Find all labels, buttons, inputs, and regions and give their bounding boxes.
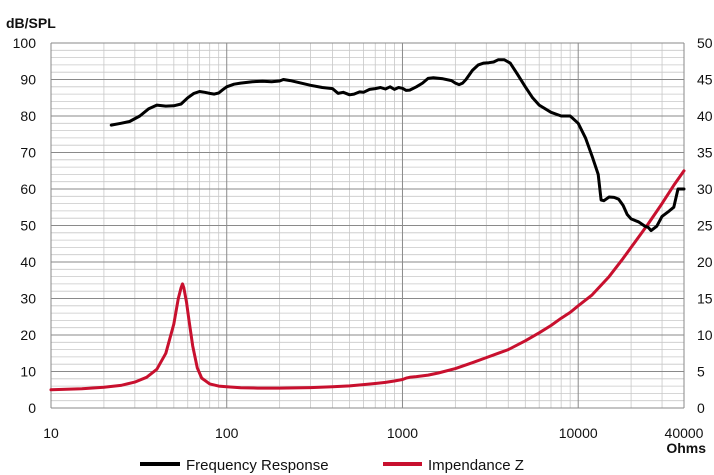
y-left-axis-title: dB/SPL [6, 15, 56, 31]
y-right-tick-label: 15 [697, 291, 713, 307]
y-left-tick-label: 50 [20, 218, 36, 234]
x-tick-labels: 10 100 1000 10000 40000 [43, 425, 703, 441]
frequency-response-line [109, 58, 686, 233]
y-left-tick-label: 20 [20, 327, 36, 343]
y-right-tick-label: 45 [697, 72, 713, 88]
impedance-line [49, 169, 686, 392]
legend-label: Impendance Z [428, 457, 524, 474]
x-tick-label: 10000 [559, 425, 598, 441]
y-right-tick-labels: 0 5 10 15 20 25 30 35 40 45 50 [697, 35, 713, 416]
y-right-tick-label: 40 [697, 108, 713, 124]
y-left-tick-label: 40 [20, 254, 36, 270]
y-right-tick-label: 30 [697, 181, 713, 197]
y-left-tick-label: 30 [20, 291, 36, 307]
x-tick-label: 40000 [665, 425, 704, 441]
x-tick-label: 10 [43, 425, 59, 441]
y-right-tick-label: 5 [697, 364, 705, 380]
y-left-tick-label: 80 [20, 108, 36, 124]
x-tick-label: 1000 [387, 425, 418, 441]
y-left-tick-label: 70 [20, 145, 36, 161]
y-left-tick-label: 100 [13, 35, 37, 51]
y-left-tick-label: 60 [20, 181, 36, 197]
y-left-tick-label: 10 [20, 364, 36, 380]
y-left-tick-label: 0 [28, 400, 36, 416]
y-right-tick-label: 20 [697, 254, 713, 270]
legend: Frequency Response Impendance Z [140, 457, 524, 474]
series-layer [49, 58, 686, 392]
grid-lines [50, 42, 685, 409]
y-right-axis-title: Ohms [666, 440, 706, 456]
y-right-tick-label: 10 [697, 327, 713, 343]
y-right-tick-label: 50 [697, 35, 713, 51]
y-right-tick-label: 35 [697, 145, 713, 161]
y-left-tick-label: 90 [20, 72, 36, 88]
x-tick-label: 100 [215, 425, 239, 441]
y-left-tick-labels: 0 10 20 30 40 50 60 70 80 90 100 [13, 35, 37, 416]
y-right-tick-label: 25 [697, 218, 713, 234]
y-right-tick-label: 0 [697, 400, 705, 416]
legend-label: Frequency Response [186, 457, 329, 474]
